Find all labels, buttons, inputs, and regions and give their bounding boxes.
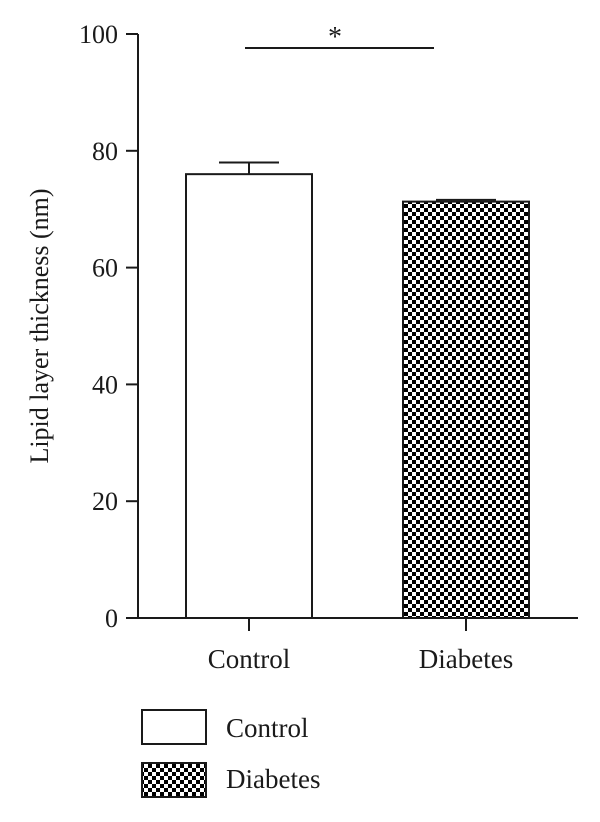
significance-label: * bbox=[328, 22, 342, 53]
y-tick-label-60: 60 bbox=[92, 254, 118, 283]
x-tick-label-diabetes: Diabetes bbox=[419, 644, 513, 674]
y-tick-label-40: 40 bbox=[92, 370, 118, 399]
y-tick-label-0: 0 bbox=[105, 604, 118, 633]
y-tick-label-80: 80 bbox=[92, 137, 118, 166]
bar-diabetes bbox=[402, 200, 530, 619]
legend: Control Diabetes bbox=[141, 709, 320, 798]
legend-label-diabetes: Diabetes bbox=[226, 764, 320, 794]
bar-control bbox=[185, 173, 313, 619]
legend-swatch-diabetes bbox=[141, 762, 207, 798]
significance-marker: * bbox=[245, 22, 434, 53]
x-axis-labels: Control Diabetes bbox=[208, 618, 513, 674]
y-tick-label-100: 100 bbox=[79, 20, 118, 49]
y-axis-ticks: 0 20 40 60 80 100 bbox=[79, 20, 138, 633]
bars bbox=[185, 161, 530, 619]
legend-label-control: Control bbox=[226, 713, 309, 743]
y-axis-label: Lipid layer thickness (nm) bbox=[25, 188, 54, 463]
x-tick-label-control: Control bbox=[208, 644, 291, 674]
y-tick-label-20: 20 bbox=[92, 487, 118, 516]
legend-swatch-control bbox=[141, 709, 207, 745]
